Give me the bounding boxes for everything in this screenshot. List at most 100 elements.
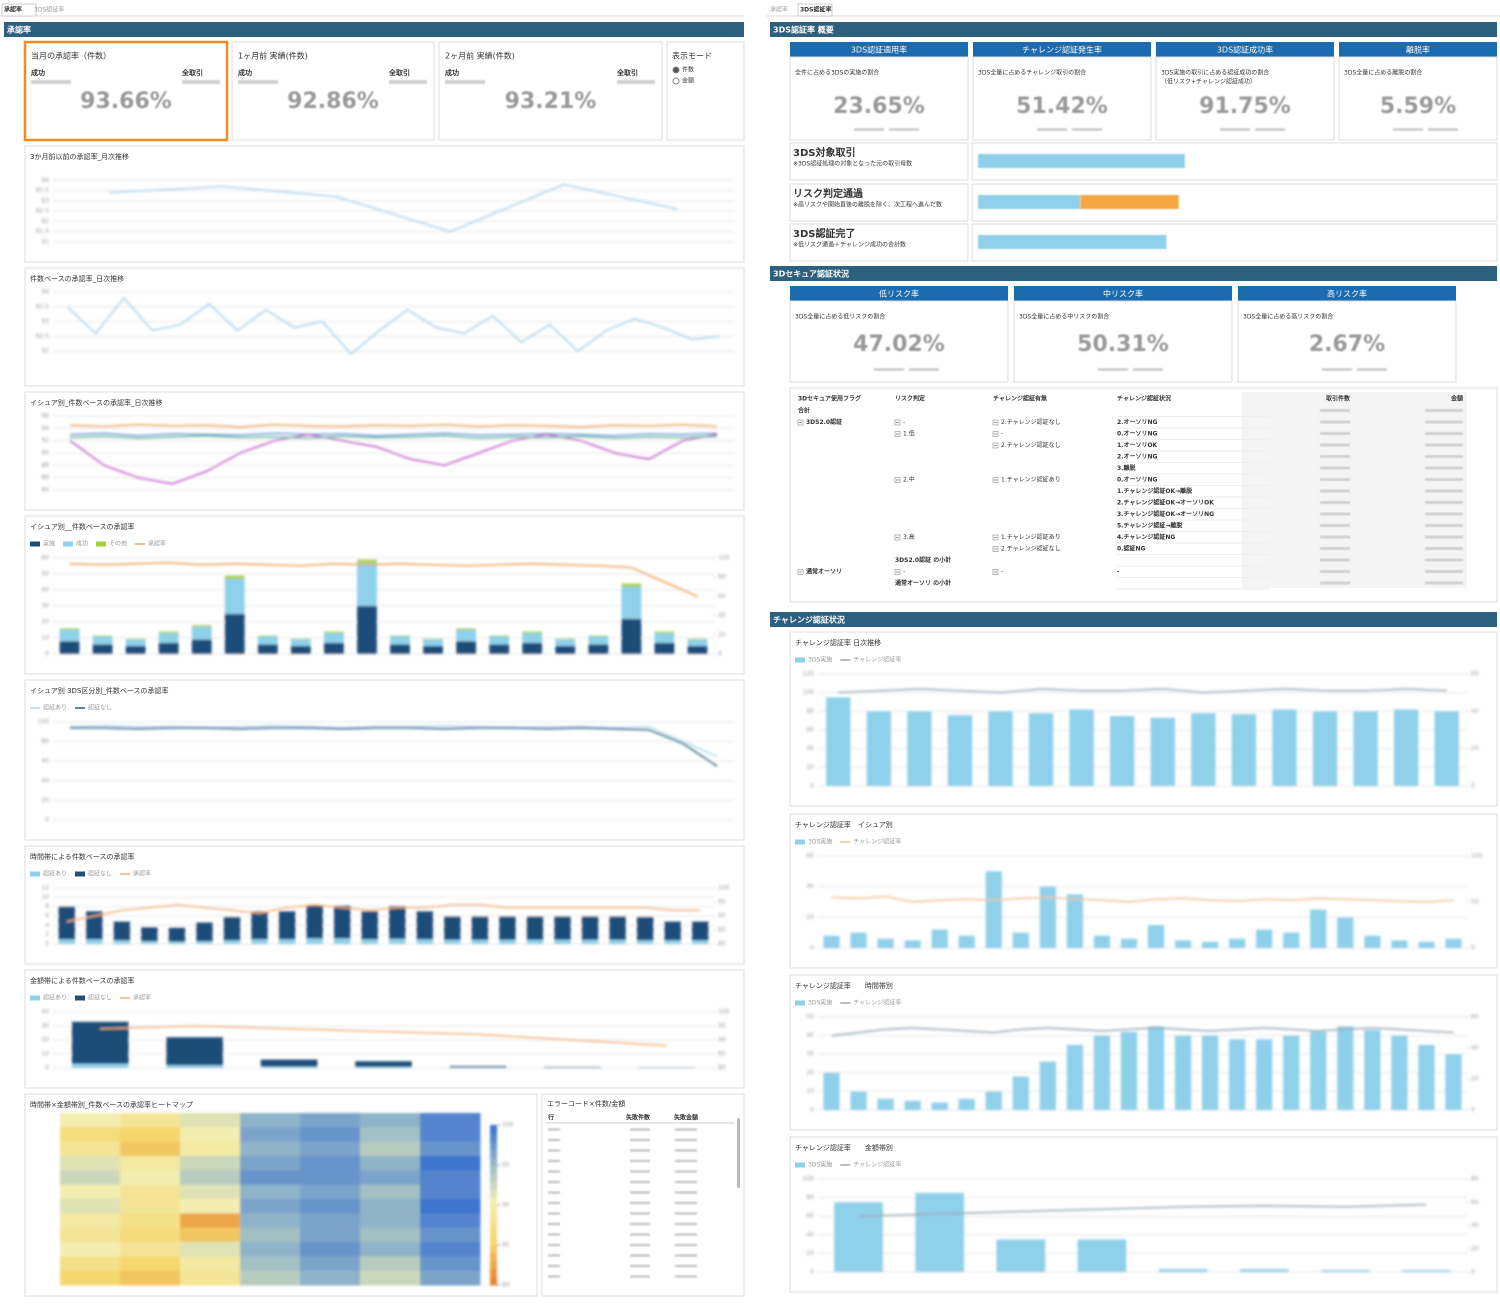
risk-value: 2.67% xyxy=(1309,332,1385,357)
kpi-value: 51.42% xyxy=(1016,94,1108,119)
radio[interactable] xyxy=(673,67,679,73)
kpi-title: チャレンジ認証発生率 xyxy=(1022,45,1102,55)
heat-cell xyxy=(360,1199,421,1214)
pivot-header: 取引件数 xyxy=(1326,395,1351,403)
pivot-cell: 0.認証NG xyxy=(1117,545,1145,553)
heat-cell xyxy=(300,1256,361,1271)
y-tick-label: 30 xyxy=(806,1051,814,1058)
heat-cell xyxy=(60,1199,121,1214)
tab[interactable]: 3DS認証率 xyxy=(34,6,64,14)
bar xyxy=(1229,1039,1245,1110)
heat-cell xyxy=(60,1185,121,1200)
y-tick-label: 0 xyxy=(810,1269,814,1276)
heat-cell xyxy=(240,1213,301,1228)
pivot-cell: 1.低 xyxy=(903,430,915,438)
kpi-label: 全取引 xyxy=(616,68,638,77)
blurred-value xyxy=(1320,444,1350,447)
y2-tick-label: 80 xyxy=(718,941,726,948)
bar xyxy=(1069,709,1093,786)
heat-cell xyxy=(120,1271,181,1286)
blurred-value xyxy=(1320,455,1350,458)
heat-cell xyxy=(420,1199,481,1214)
y2-tick-label: 20 xyxy=(718,631,726,638)
pivot-cell: 2.チャレンジ認証OK→オーソリOK xyxy=(1117,499,1214,507)
section-title: 3DS認証率 概要 xyxy=(773,25,834,35)
blurred-value xyxy=(1425,547,1463,550)
y2-tick-label: 80 xyxy=(718,574,726,581)
heat-cell xyxy=(300,1127,361,1142)
section-title: チャレンジ認証状況 xyxy=(773,615,845,625)
bar xyxy=(655,632,675,634)
bar xyxy=(1402,1270,1451,1272)
y-tick-label: 20 xyxy=(806,764,814,771)
y2-tick-label: 60 xyxy=(718,593,726,600)
y-tick-label: 80 xyxy=(806,708,814,715)
bar xyxy=(1013,933,1029,948)
y-tick-label: 60 xyxy=(806,727,814,734)
bar xyxy=(850,933,866,948)
bar xyxy=(996,1239,1045,1272)
y-tick-label: 20 xyxy=(41,797,49,804)
blurred-value xyxy=(548,1191,560,1194)
colorbar-step xyxy=(490,1173,497,1182)
blurred-value xyxy=(548,1139,560,1142)
y-tick-label: 91 xyxy=(41,239,49,246)
tab[interactable]: 3DS認証率 xyxy=(800,6,831,14)
heat-cell xyxy=(420,1256,481,1271)
bar xyxy=(1283,1036,1299,1110)
bar xyxy=(1445,1054,1461,1110)
mode-title: 表示モード xyxy=(672,51,712,61)
bar xyxy=(850,1091,866,1110)
y-tick-label: 120 xyxy=(803,671,815,678)
legend-swatch xyxy=(63,542,73,547)
radio[interactable] xyxy=(673,78,679,84)
colorbar-step xyxy=(490,1221,497,1230)
pivot-header: チャレンジ認証有無 xyxy=(993,395,1047,403)
bar xyxy=(621,587,641,619)
bar xyxy=(423,640,443,646)
risk-value: 50.31% xyxy=(1077,332,1169,357)
heat-cell xyxy=(120,1256,181,1271)
colorbar-step xyxy=(490,1181,497,1190)
heat-cell xyxy=(300,1199,361,1214)
bar xyxy=(93,636,113,644)
bar xyxy=(522,633,542,643)
heat-cell xyxy=(360,1127,421,1142)
blurred-value xyxy=(1425,513,1463,516)
kpi-label: 成功 xyxy=(445,68,459,77)
bar xyxy=(588,636,608,637)
kpi-value: 92.86% xyxy=(287,89,379,114)
blurred-value xyxy=(1320,421,1350,424)
bar xyxy=(60,630,80,641)
blurred-value xyxy=(630,1181,650,1184)
bar xyxy=(357,606,377,654)
y-tick-label: 100 xyxy=(803,689,815,696)
colorbar-step xyxy=(490,1269,497,1278)
bar xyxy=(582,940,599,944)
y2-tick-label: 95 xyxy=(718,899,726,906)
section-header xyxy=(770,612,1497,627)
chart-title: チャレンジ認証率 時間帯別 xyxy=(795,981,893,990)
blurred-value xyxy=(548,1212,560,1215)
legend-swatch xyxy=(30,872,40,877)
bar xyxy=(450,1066,507,1067)
chart-title: 件数ベースの承認率_日次推移 xyxy=(30,274,124,283)
y2-tick-label: 100 xyxy=(1471,853,1483,860)
kpi-title: 当月の承認率（件数） xyxy=(31,51,111,61)
heat-cell xyxy=(360,1142,421,1157)
bar xyxy=(1391,940,1407,948)
bar xyxy=(306,938,323,944)
tab[interactable]: 承認率 xyxy=(770,6,788,14)
bar xyxy=(159,633,179,643)
pivot-cell: 4.チャレンジ認証NG xyxy=(1117,533,1175,541)
colorbar-step xyxy=(490,1141,497,1150)
bar xyxy=(1310,910,1326,948)
heat-cell xyxy=(180,1256,241,1271)
bar xyxy=(72,1064,129,1068)
colorbar-step xyxy=(490,1277,497,1286)
pivot-cell: 1.オーソリOK xyxy=(1117,442,1158,449)
tab[interactable]: 承認率 xyxy=(4,6,22,14)
heat-cell xyxy=(180,1242,241,1257)
heat-cell xyxy=(420,1170,481,1185)
